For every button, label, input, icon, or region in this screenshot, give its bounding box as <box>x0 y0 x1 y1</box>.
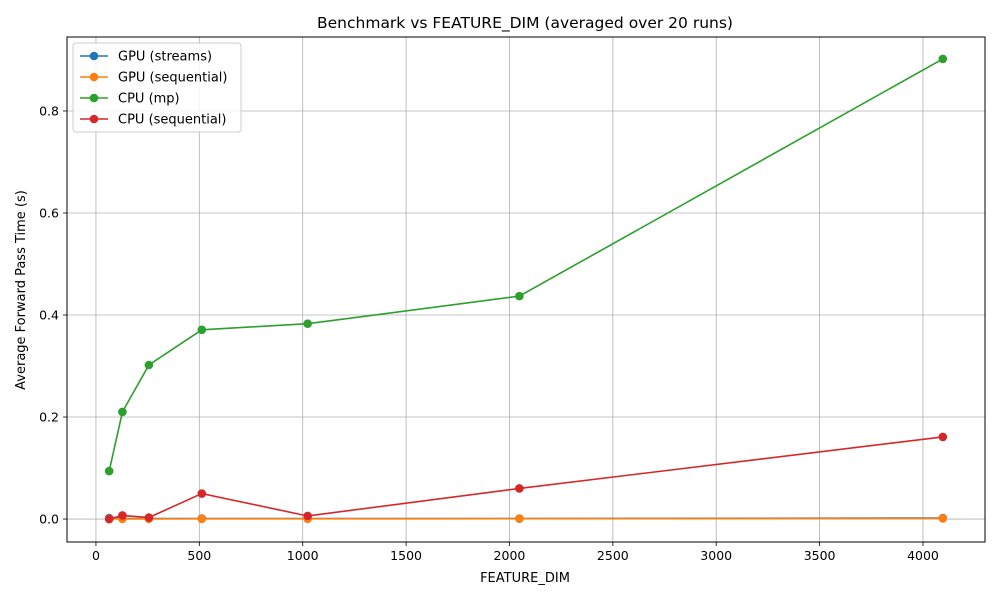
x-tick-label: 2000 <box>494 548 526 563</box>
x-tick-label: 4000 <box>907 548 939 563</box>
data-point <box>938 54 948 64</box>
data-point <box>515 484 524 493</box>
legend-marker <box>89 114 99 124</box>
x-tick-label: 0 <box>92 548 100 563</box>
data-point <box>104 466 114 476</box>
x-tick-label: 3500 <box>804 548 836 563</box>
legend-entry: CPU (mp) <box>80 92 180 107</box>
x-tick-label: 2500 <box>597 548 629 563</box>
legend-label: CPU (sequential) <box>118 113 227 128</box>
data-point <box>118 407 127 417</box>
data-point <box>144 360 154 370</box>
x-tick-label: 1000 <box>287 548 319 563</box>
legend-marker <box>89 93 99 103</box>
data-point <box>197 325 207 335</box>
legend-label: GPU (sequential) <box>118 71 228 86</box>
series-cpu-sequential <box>104 432 948 524</box>
series-cpu-mp <box>104 54 948 476</box>
legend-label: GPU (streams) <box>118 50 212 65</box>
x-tick-label: 500 <box>187 548 211 563</box>
y-tick-label: 0.6 <box>39 205 59 220</box>
data-point <box>197 489 207 498</box>
legend-marker <box>89 72 99 82</box>
legend-entry: GPU (streams) <box>80 50 212 65</box>
legend-entry: GPU (sequential) <box>80 71 228 86</box>
chart-title: Benchmark vs FEATURE_DIM (averaged over … <box>317 14 733 33</box>
data-point <box>515 291 524 301</box>
data-point <box>515 514 524 523</box>
data-point <box>118 511 127 520</box>
data-point <box>938 514 948 523</box>
y-tick-label: 0.2 <box>39 410 59 425</box>
y-tick-label: 0.8 <box>39 103 59 118</box>
legend-entry: CPU (sequential) <box>80 113 227 128</box>
data-point <box>303 319 312 328</box>
data-point <box>303 511 312 521</box>
y-axis-label: Average Forward Pass Time (s) <box>14 190 29 390</box>
x-axis-label: FEATURE_DIM <box>480 571 570 586</box>
y-tick-label: 0.0 <box>39 512 59 527</box>
x-tick-label: 1500 <box>390 548 422 563</box>
data-point <box>938 432 948 442</box>
legend-label: CPU (mp) <box>118 92 180 107</box>
legend-marker <box>89 51 99 61</box>
y-tick-label: 0.4 <box>39 308 59 323</box>
data-point <box>197 514 207 524</box>
data-point <box>144 513 154 522</box>
x-tick-label: 3000 <box>700 548 732 563</box>
data-point <box>104 514 114 524</box>
legend: GPU (streams) GPU (sequential) CPU (mp) CPU… <box>72 42 242 133</box>
plot-frame <box>66 36 986 543</box>
series-group <box>104 54 948 524</box>
legend-box <box>72 42 242 133</box>
ticks: 0 500 1000 1500 2000 2500 3000 3500 4000 0.0 0.2 0.… <box>39 103 939 563</box>
